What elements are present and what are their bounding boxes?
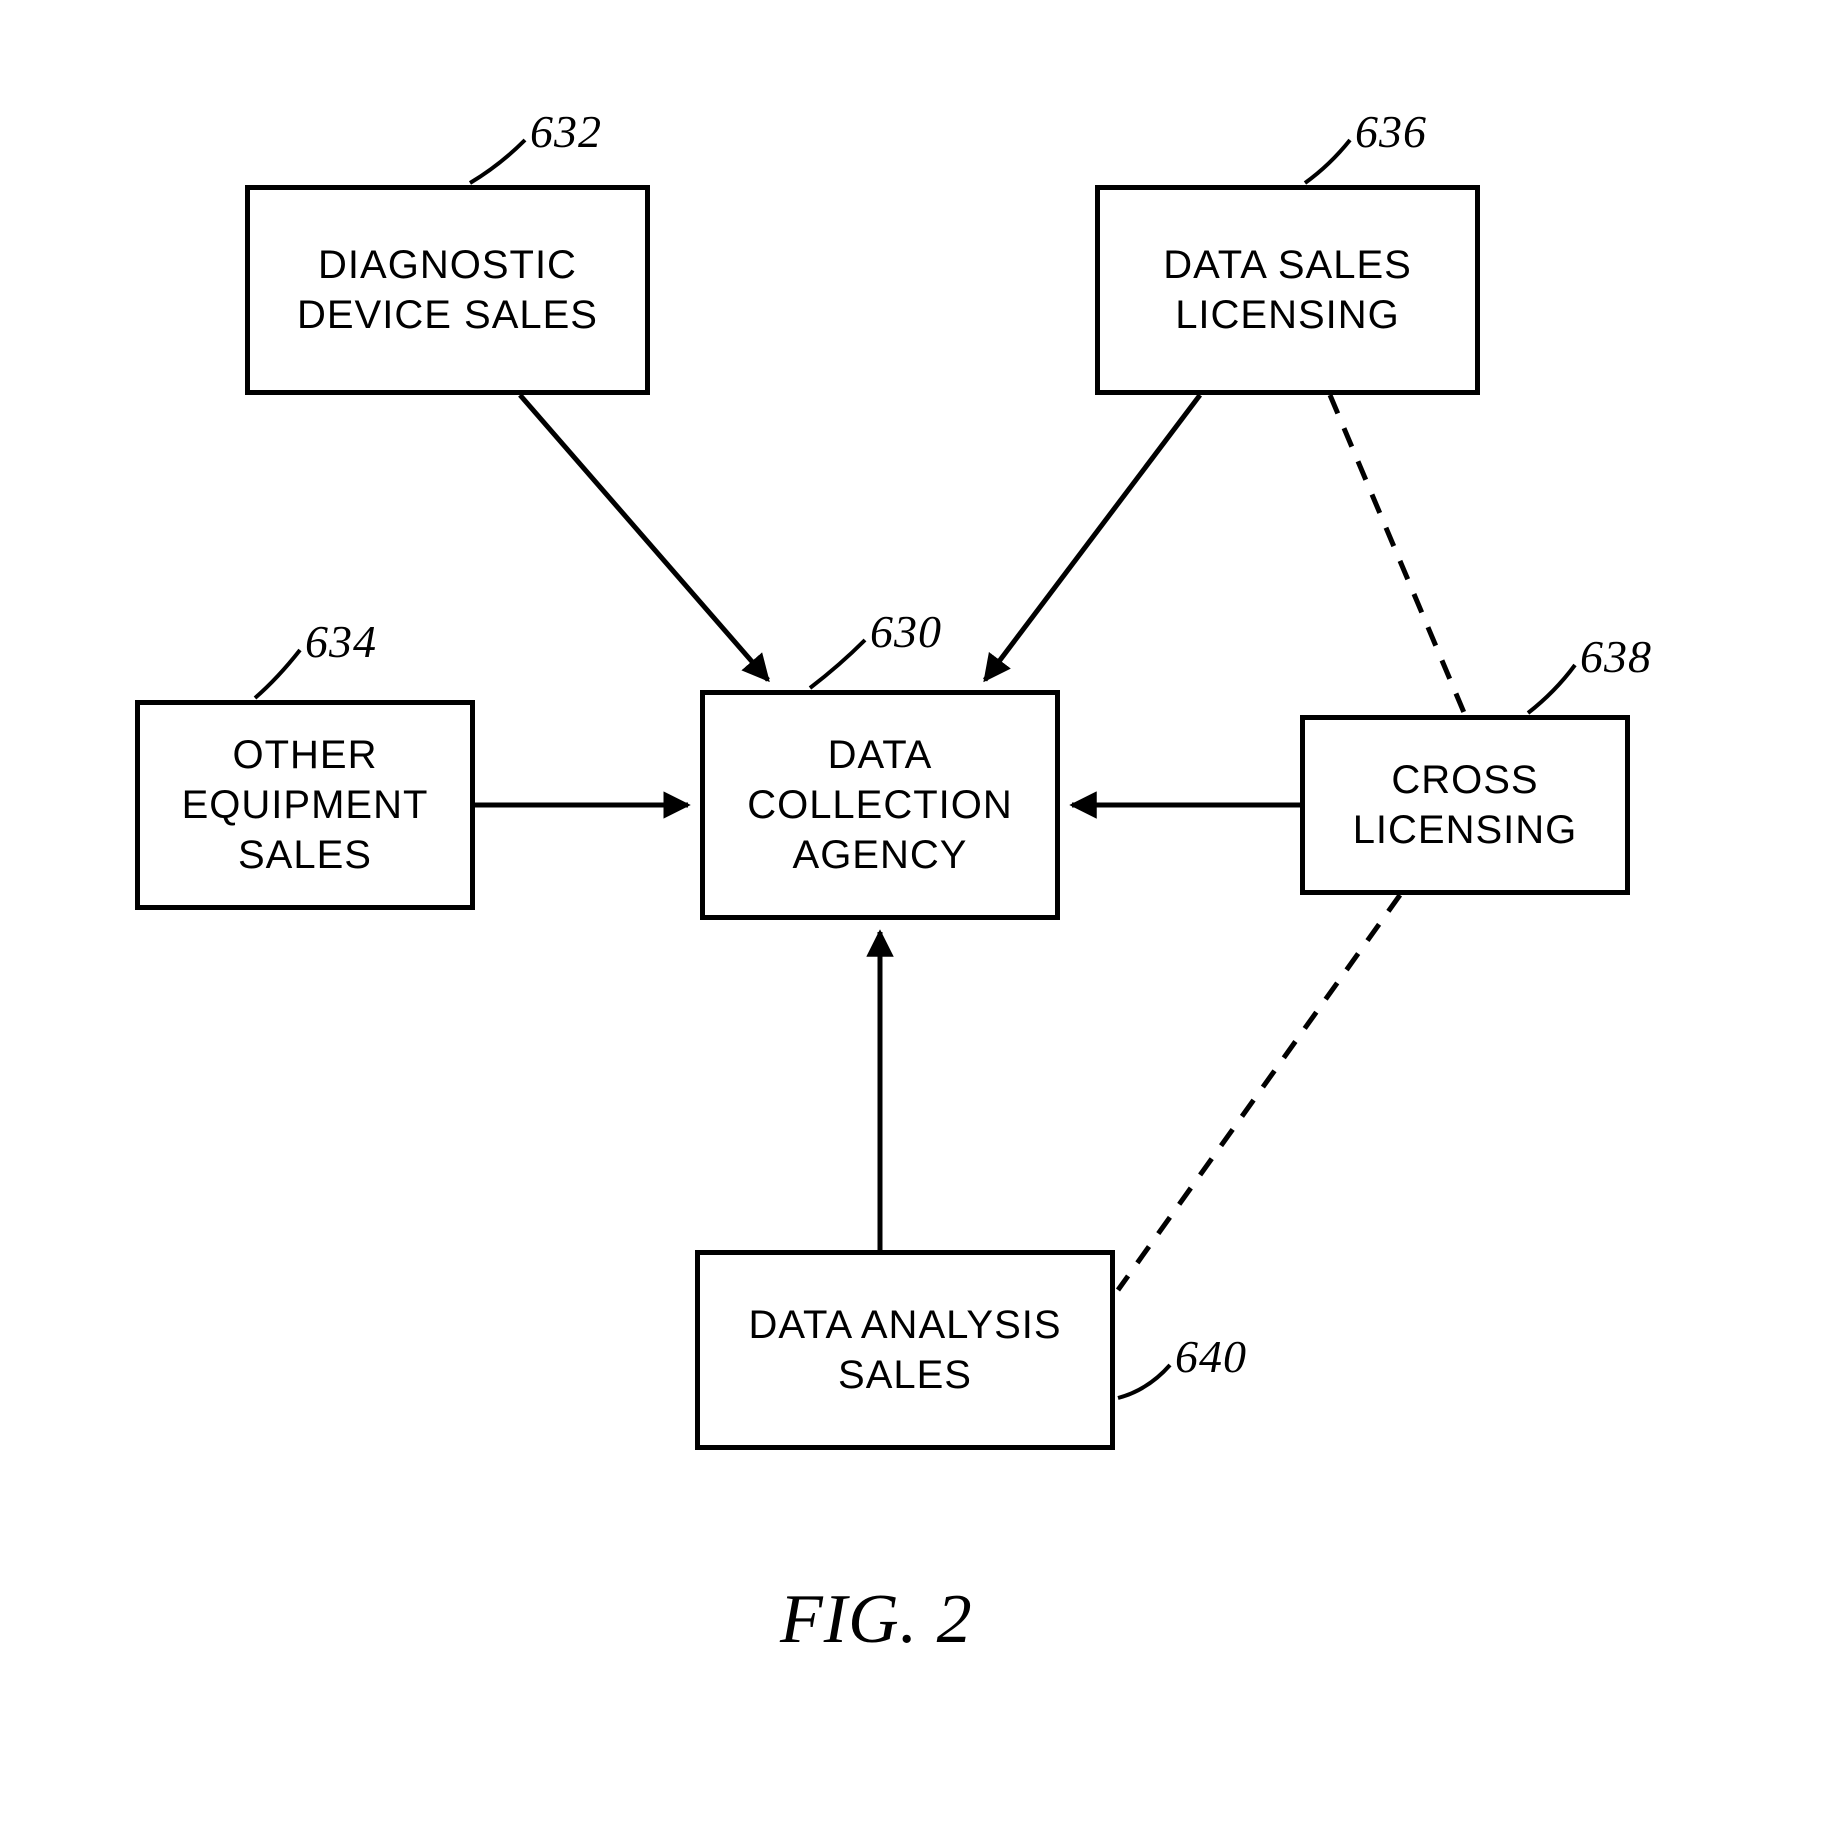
ref-lead-l634	[255, 650, 300, 698]
ref-label-640: 640	[1175, 1330, 1247, 1383]
diagram-canvas: DATA COLLECTION AGENCY DIAGNOSTIC DEVICE…	[0, 0, 1842, 1847]
ref-label-630: 630	[870, 605, 942, 658]
edge-e636_630	[985, 395, 1200, 680]
ref-lead-l630	[810, 640, 865, 688]
ref-label-636: 636	[1355, 105, 1427, 158]
edge-e638_640	[1118, 895, 1400, 1290]
node-other-equipment-sales: OTHER EQUIPMENT SALES	[135, 700, 475, 910]
edge-e632_630	[520, 395, 768, 680]
node-data-sales-licensing: DATA SALES LICENSING	[1095, 185, 1480, 395]
ref-lead-l636	[1305, 140, 1350, 183]
ref-label-638: 638	[1580, 630, 1652, 683]
ref-lead-l632	[470, 140, 525, 183]
node-diagnostic-device-sales: DIAGNOSTIC DEVICE SALES	[245, 185, 650, 395]
node-data-collection-agency: DATA COLLECTION AGENCY	[700, 690, 1060, 920]
node-cross-licensing: CROSS LICENSING	[1300, 715, 1630, 895]
edge-e636_638	[1330, 395, 1465, 715]
node-label: DATA COLLECTION AGENCY	[747, 730, 1013, 880]
node-label: DIAGNOSTIC DEVICE SALES	[297, 240, 598, 340]
node-label: OTHER EQUIPMENT SALES	[182, 730, 429, 880]
node-label: CROSS LICENSING	[1353, 755, 1578, 855]
ref-label-634: 634	[305, 615, 377, 668]
figure-caption: FIG. 2	[780, 1580, 973, 1660]
node-label: DATA ANALYSIS SALES	[748, 1300, 1061, 1400]
ref-lead-l638	[1528, 665, 1575, 713]
ref-lead-l640	[1118, 1365, 1170, 1398]
node-label: DATA SALES LICENSING	[1163, 240, 1412, 340]
node-data-analysis-sales: DATA ANALYSIS SALES	[695, 1250, 1115, 1450]
ref-label-632: 632	[530, 105, 602, 158]
